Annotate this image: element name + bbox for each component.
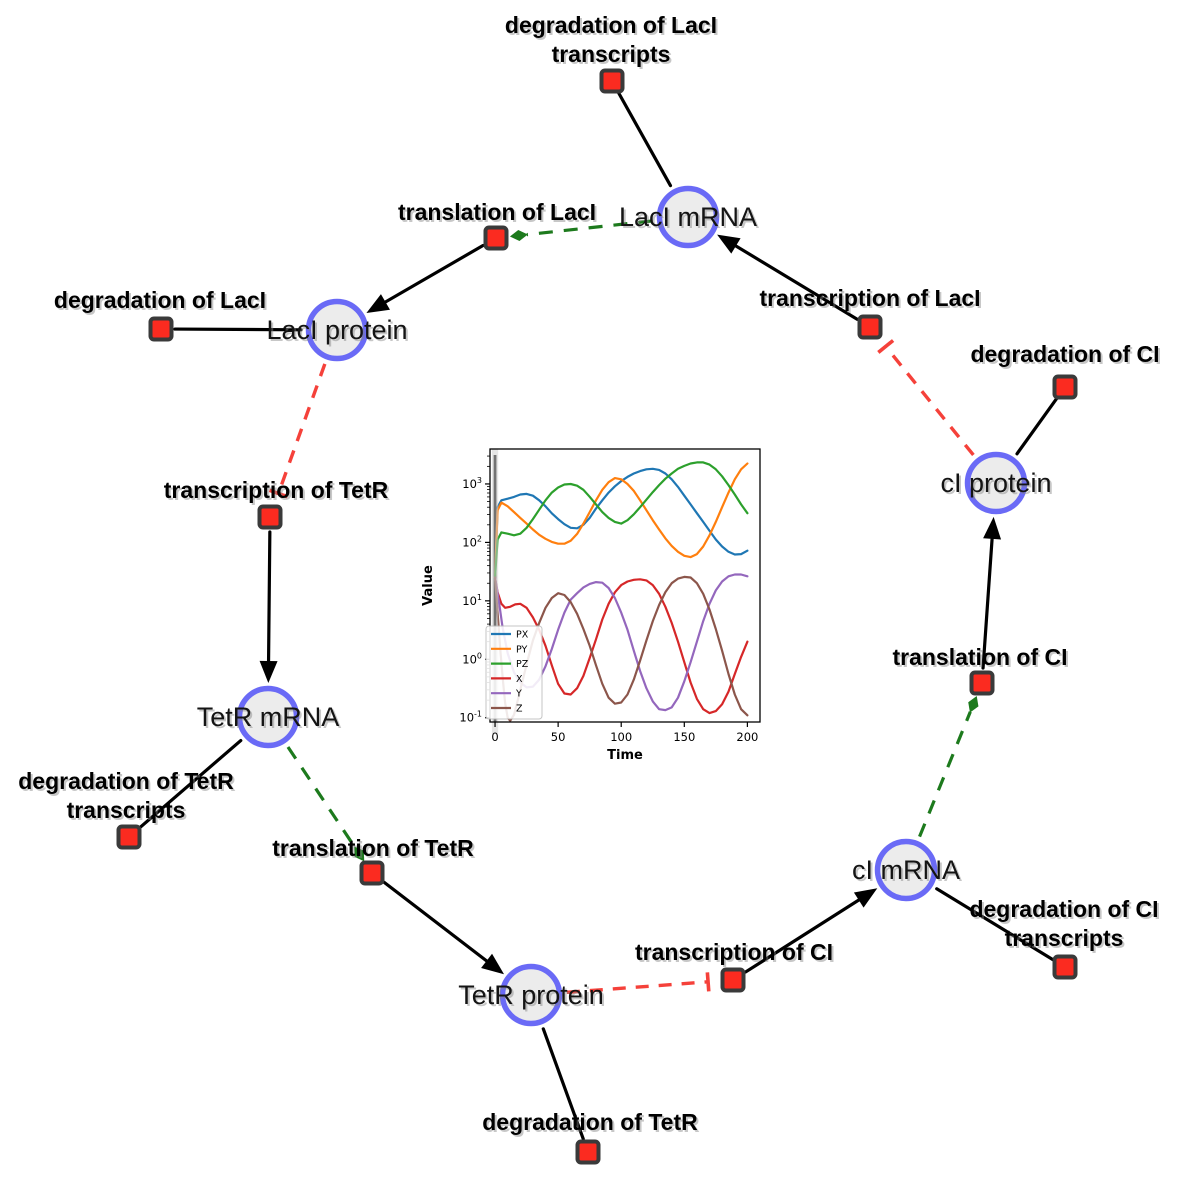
x-tick-label: 50 <box>551 730 566 744</box>
edge-transcription-laci-to-laci-mrna-arrowhead <box>717 234 741 254</box>
edge-tetr-protein-to-transcription-ci <box>566 980 709 995</box>
reaction-label-deg-ci: degradation of CI <box>970 341 1159 367</box>
edge-ci-protein-to-transcription-laci <box>884 345 975 457</box>
y-tick-label: 10-1 <box>459 710 482 725</box>
edge-translation-laci-to-laci-protein-arrowhead <box>366 294 390 313</box>
edge-tetr-protein-to-transcription-ci-tee-bar <box>705 972 711 992</box>
chart-series-PY <box>493 462 749 579</box>
edge-laci-protein-to-transcription-tetr-tee-bar <box>268 488 288 499</box>
legend-label-PZ: PZ <box>516 659 529 670</box>
edge-laci-mrna-to-deg-laci-transcripts <box>617 91 673 188</box>
species-node-tetr-protein <box>499 963 563 1027</box>
edge-transcription-ci-to-ci-mrna <box>744 894 868 974</box>
reaction-label-translation-laci: translation of LacI <box>398 199 596 225</box>
x-tick-label: 200 <box>736 730 758 744</box>
reaction-label-transcription-ci: transcription of CI <box>635 939 833 965</box>
reaction-label-transcription-laci: transcription of LacI <box>759 285 980 311</box>
reaction-node-deg-ci-transcripts <box>1052 954 1078 980</box>
chart-x-axis-label: Time <box>607 748 643 763</box>
chart-axvspan <box>491 449 499 734</box>
edge-transcription-ci-to-ci-mrna-arrowhead <box>853 888 878 908</box>
chart-series-X <box>493 576 749 715</box>
legend-label-PY: PY <box>516 644 528 655</box>
edge-transcription-tetr-to-tetr-mrna-arrowhead <box>259 660 278 684</box>
species-label-laci-mrna: LacI mRNA <box>619 202 757 232</box>
x-tick-label: 100 <box>610 730 632 744</box>
x-tick-label: 150 <box>673 730 695 744</box>
edge-tetr-protein-to-deg-tetr <box>541 1027 585 1141</box>
edge-ci-protein-to-transcription-laci-tee-bar <box>877 339 895 354</box>
edge-ci-protein-to-deg-ci <box>1015 396 1059 456</box>
y-tick-label: 103 <box>462 476 482 491</box>
labels-layer: LacI mRNA LacI protein cI protein TetR mRNA… <box>18 12 1159 1135</box>
edges-layer <box>137 91 1059 1141</box>
reaction-node-transcription-ci <box>720 967 746 993</box>
reaction-label-translation-tetr: translation of TetR <box>272 835 474 861</box>
reaction-node-translation-laci <box>483 225 509 251</box>
inset-chart: 0 50 100 150 200 103 102 101 100 10-1 Time Value PX P… <box>421 437 780 800</box>
species-node-ci-protein <box>964 451 1028 515</box>
y-tick-label: 101 <box>462 593 482 608</box>
edge-ci-mrna-to-translation-ci <box>918 711 972 838</box>
edge-tetr-mrna-to-translation-tetr <box>286 746 357 849</box>
reaction-node-transcription-tetr <box>257 504 283 530</box>
edge-translation-ci-to-ci-protein-arrowhead <box>983 516 1002 540</box>
reaction-label-transcription-tetr: transcription of TetR <box>164 477 389 503</box>
y-tick-label: 102 <box>462 534 482 549</box>
chart-figure-background <box>422 437 780 800</box>
reaction-node-deg-tetr-transcripts <box>116 824 142 850</box>
species-label-tetr-protein: TetR protein <box>458 980 604 1010</box>
edge-ci-mrna-to-deg-ci-transcripts <box>935 887 1055 962</box>
edge-translation-tetr-to-tetr-protein-arrowhead <box>481 953 505 975</box>
species-label-ci-mrna: cI mRNA <box>852 855 960 885</box>
species-node-laci-mrna <box>656 185 720 249</box>
legend-label-Y: Y <box>515 689 522 700</box>
species-node-laci-protein <box>305 298 369 362</box>
reaction-label-deg-tetr-transcripts: degradation of TetR transcripts <box>18 768 234 823</box>
y-tick-label: 100 <box>462 651 482 666</box>
legend-label-PX: PX <box>516 630 529 641</box>
nodes-layer <box>116 68 1078 1165</box>
species-label-tetr-mrna: TetR mRNA <box>197 702 340 732</box>
edge-translation-tetr-to-tetr-protein <box>382 880 495 968</box>
chart-y-axis-label: Value <box>421 565 436 606</box>
edge-laci-protein-to-deg-laci <box>173 327 303 332</box>
edge-tetr-mrna-to-translation-tetr-diamond <box>354 846 365 862</box>
edge-translation-laci-to-laci-protein <box>376 243 485 308</box>
edge-translation-ci-to-ci-protein <box>981 529 995 670</box>
edge-tetr-mrna-to-deg-tetr-transcripts <box>137 738 243 830</box>
edge-transcription-tetr-to-tetr-mrna <box>266 530 272 671</box>
reaction-label-deg-laci-transcripts: degradation of LacI transcripts <box>505 12 717 67</box>
species-node-ci-mrna <box>874 838 938 902</box>
species-label-ci-protein: cI protein <box>940 468 1051 498</box>
chart-series-PZ <box>493 461 749 579</box>
legend-label-X: X <box>516 674 523 685</box>
reaction-node-transcription-laci <box>857 314 883 340</box>
edge-transcription-laci-to-laci-mrna <box>727 240 859 321</box>
edge-laci-mrna-to-translation-laci-diamond <box>509 230 528 241</box>
chart-series-PX <box>493 467 749 579</box>
reaction-node-deg-ci <box>1052 374 1078 400</box>
chart-legend-box <box>485 625 543 720</box>
reaction-label-deg-ci-transcripts: degradation of CI transcripts <box>969 896 1158 951</box>
reaction-label-translation-ci: translation of CI <box>892 644 1067 670</box>
reaction-node-deg-laci <box>148 316 174 342</box>
chart-spines <box>489 448 761 723</box>
reaction-node-translation-tetr <box>359 860 385 886</box>
edge-ci-mrna-to-translation-ci-diamond <box>968 695 979 713</box>
species-label-laci-protein: LacI protein <box>266 315 407 345</box>
edge-laci-protein-to-transcription-tetr <box>276 363 327 495</box>
reaction-node-translation-ci <box>969 670 995 696</box>
reaction-label-deg-tetr: degradation of TetR <box>482 1109 698 1135</box>
species-node-tetr-mrna <box>236 685 300 749</box>
reaction-label-deg-laci: degradation of LacI <box>54 287 266 313</box>
x-tick-label: 0 <box>491 730 498 744</box>
legend-label-Z: Z <box>516 704 523 715</box>
reaction-node-deg-tetr <box>575 1139 601 1165</box>
edge-laci-mrna-to-translation-laci <box>526 219 653 237</box>
reaction-node-deg-laci-transcripts <box>599 68 625 94</box>
